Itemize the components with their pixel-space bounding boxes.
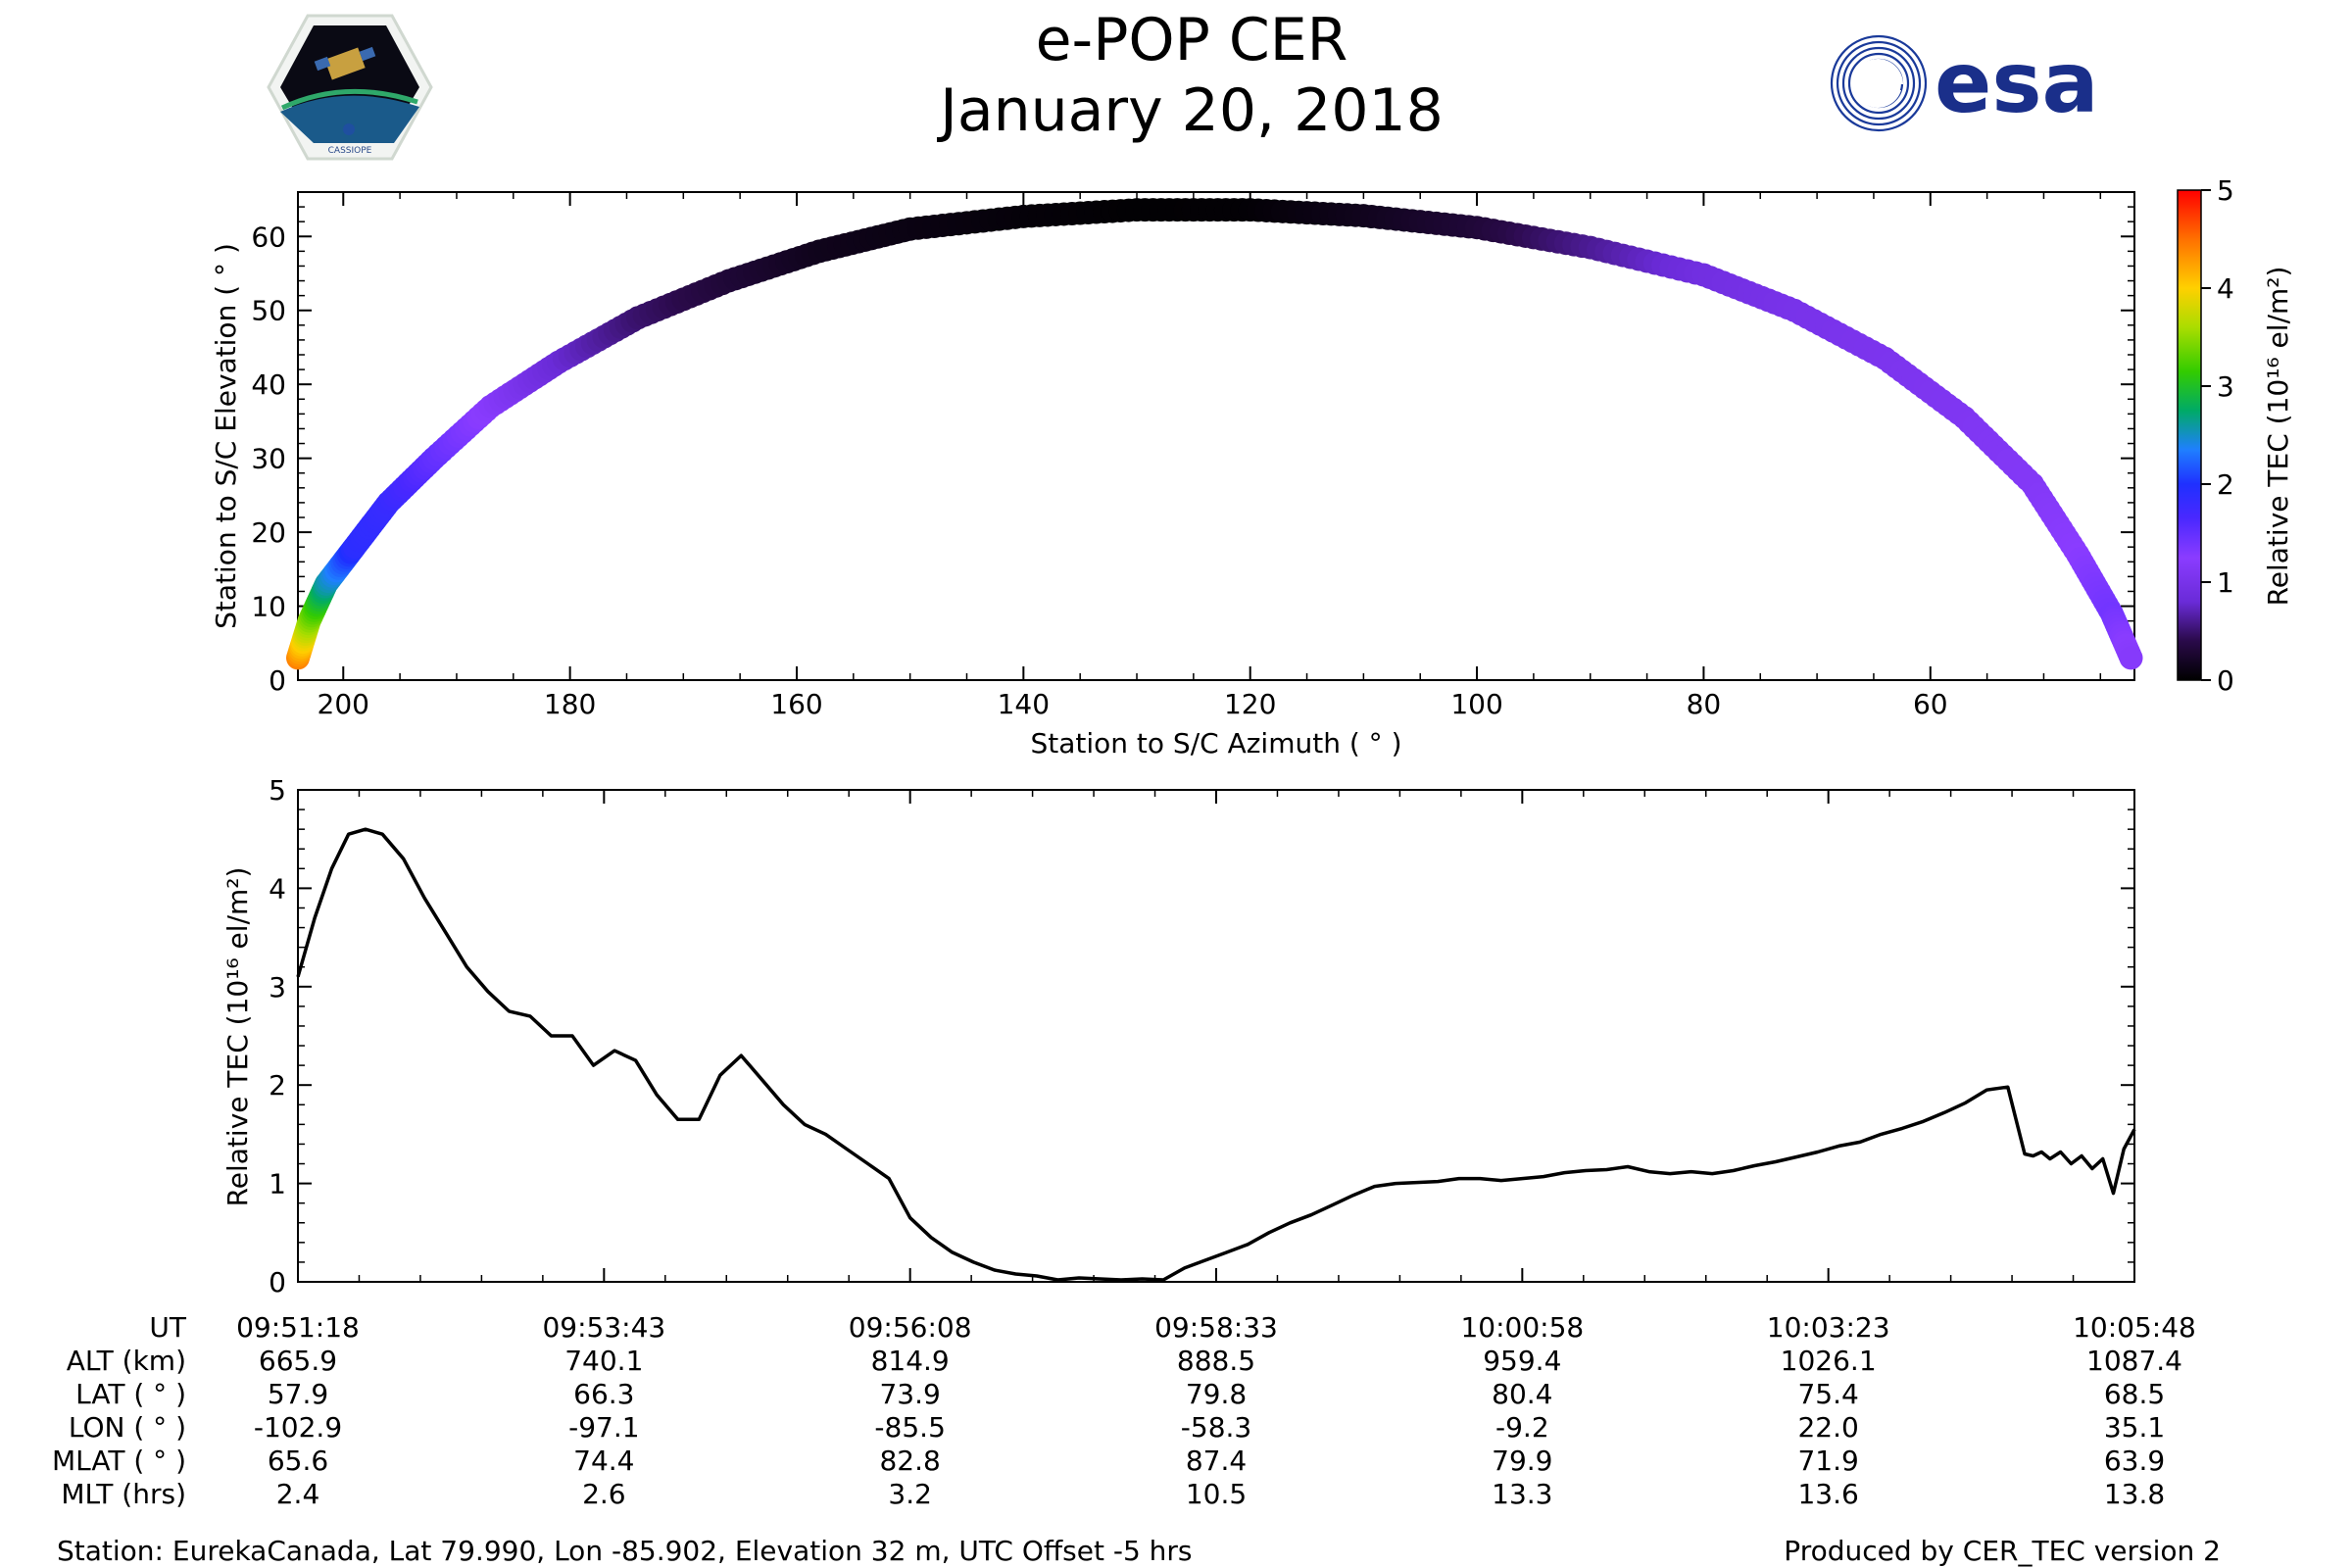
table-cell: 57.9 [267, 1378, 329, 1410]
station-info: Station: EurekaCanada, Lat 79.990, Lon -… [57, 1535, 1193, 1567]
table-cell: 09:58:33 [1154, 1311, 1278, 1344]
elevation-y-tick-label: 60 [251, 220, 286, 253]
table-cell: 75.4 [1797, 1378, 1859, 1410]
elevation-x-tick-label: 160 [770, 688, 822, 720]
elevation-y-tick-label: 0 [269, 664, 286, 697]
table-cell: 740.1 [564, 1345, 644, 1377]
elevation-y-tick-label: 40 [251, 368, 286, 401]
table-cell: -85.5 [874, 1411, 946, 1444]
table-cell: -58.3 [1180, 1411, 1252, 1444]
table-row-label: MLAT ( ° ) [51, 1445, 186, 1477]
cassiope-logo-text: CASSIOPE [328, 146, 372, 156]
colorbar-tick-label: 1 [2217, 566, 2234, 599]
elevation-y-tick-label: 30 [251, 443, 286, 475]
table-cell: 73.9 [879, 1378, 941, 1410]
table-cell: 2.6 [582, 1478, 626, 1510]
colorbar [2177, 189, 2202, 681]
elevation-x-label: Station to S/C Azimuth ( ° ) [1030, 727, 1401, 760]
elevation-y-label: Station to S/C Elevation ( ° ) [210, 243, 242, 629]
table-cell: 13.8 [2103, 1478, 2166, 1510]
table-row-label: MLT (hrs) [61, 1478, 186, 1510]
table-row-label: ALT (km) [66, 1345, 186, 1377]
table-cell: -9.2 [1495, 1411, 1549, 1444]
table-cell: 71.9 [1797, 1445, 1859, 1477]
tec-y-tick-label: 1 [269, 1168, 286, 1200]
table-cell: 10:03:23 [1766, 1311, 1890, 1344]
cassiope-logo: CASSIOPE [267, 14, 433, 161]
table-cell: 1026.1 [1780, 1345, 1877, 1377]
elevation-x-tick-label: 120 [1224, 688, 1276, 720]
colorbar-tick-label: 3 [2217, 370, 2234, 403]
elevation-y-tick-label: 50 [251, 295, 286, 327]
chart-title: e-POP CER [1035, 6, 1348, 74]
elevation-x-tick-label: 200 [318, 688, 369, 720]
table-cell: 13.3 [1492, 1478, 1553, 1510]
table-cell: -102.9 [253, 1411, 343, 1444]
table-cell: 66.3 [573, 1378, 635, 1410]
table-cell: 09:51:18 [236, 1311, 360, 1344]
table-cell: 74.4 [573, 1445, 635, 1477]
tec-y-label: Relative TEC (10¹⁶ el/m²) [221, 867, 254, 1207]
esa-logo: esa [1830, 34, 2099, 132]
tec-y-tick-label: 3 [269, 971, 286, 1004]
table-cell: 13.6 [1797, 1478, 1859, 1510]
esa-logo-text: esa [1935, 34, 2099, 132]
table-cell: 2.4 [275, 1478, 320, 1510]
table-cell: 1087.4 [2086, 1345, 2182, 1377]
colorbar-tick-label: 2 [2217, 468, 2234, 501]
elevation-x-tick-label: 100 [1450, 688, 1502, 720]
table-row-label: LON ( ° ) [68, 1411, 186, 1444]
table-cell: 82.8 [879, 1445, 941, 1477]
colorbar-label: Relative TEC (10¹⁶ el/m²) [2262, 267, 2294, 607]
table-cell: 814.9 [870, 1345, 950, 1377]
elevation-x-tick-label: 180 [544, 688, 596, 720]
table-cell: 22.0 [1797, 1411, 1859, 1444]
table-cell: 10.5 [1185, 1478, 1248, 1510]
tec-series-line [296, 827, 2136, 1282]
table-cell: 10:00:58 [1460, 1311, 1585, 1344]
produced-by: Produced by CER_TEC version 2 [1784, 1535, 2221, 1567]
table-cell: 10:05:48 [2073, 1311, 2196, 1344]
table-cell: 09:56:08 [848, 1311, 972, 1344]
elevation-y-tick-label: 20 [251, 516, 286, 549]
elevation-y-tick-label: 10 [251, 591, 286, 623]
table-row-label: UT [149, 1311, 186, 1344]
table-cell: 65.6 [267, 1445, 329, 1477]
table-cell: 87.4 [1185, 1445, 1248, 1477]
colorbar-tick-label: 0 [2217, 664, 2234, 697]
tec-y-tick-label: 0 [269, 1266, 286, 1298]
chart-date: January 20, 2018 [940, 76, 1444, 145]
colorbar-tick-label: 5 [2217, 174, 2234, 207]
elevation-x-tick-label: 140 [998, 688, 1050, 720]
table-cell: 35.1 [2103, 1411, 2166, 1444]
table-cell: 665.9 [258, 1345, 338, 1377]
elevation-x-tick-label: 60 [1913, 688, 1948, 720]
table-cell: 888.5 [1176, 1345, 1256, 1377]
table-row-label: LAT ( ° ) [75, 1378, 186, 1410]
table-cell: 80.4 [1492, 1378, 1553, 1410]
tec-y-tick-label: 5 [269, 774, 286, 807]
table-cell: -97.1 [568, 1411, 640, 1444]
table-cell: 959.4 [1483, 1345, 1562, 1377]
table-cell: 68.5 [2103, 1378, 2166, 1410]
elevation-axes-frame [297, 191, 2135, 681]
tec-y-tick-label: 2 [269, 1069, 286, 1102]
tec-y-tick-label: 4 [269, 872, 286, 905]
table-cell: 79.8 [1185, 1378, 1248, 1410]
table-cell: 3.2 [888, 1478, 932, 1510]
table-cell: 63.9 [2103, 1445, 2166, 1477]
table-cell: 09:53:43 [542, 1311, 666, 1344]
elevation-track-point [2119, 646, 2143, 670]
colorbar-tick-label: 4 [2217, 272, 2234, 305]
elevation-x-tick-label: 80 [1687, 688, 1722, 720]
table-cell: 79.9 [1492, 1445, 1553, 1477]
